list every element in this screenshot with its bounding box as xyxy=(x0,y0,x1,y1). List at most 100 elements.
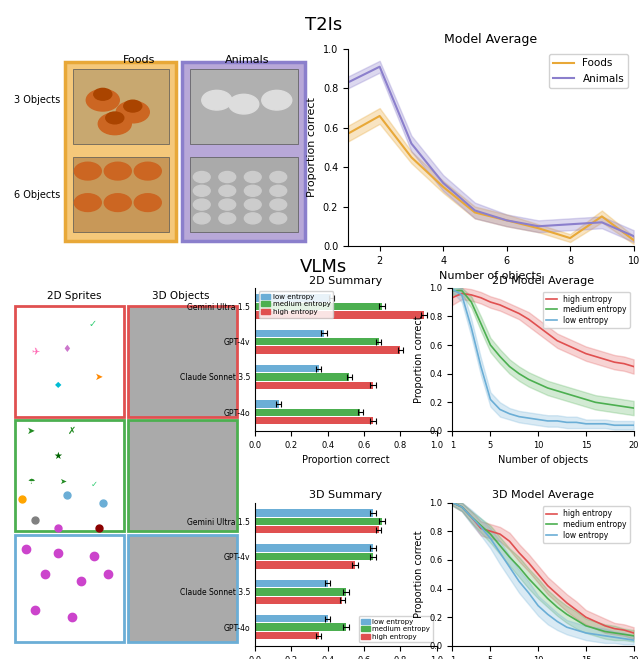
Legend: high entropy, medium entropy, low entropy: high entropy, medium entropy, low entrop… xyxy=(543,291,630,328)
medium entropy xyxy=(525,376,532,384)
medium entropy xyxy=(620,631,628,639)
Animals xyxy=(566,220,574,228)
X-axis label: Number of objects: Number of objects xyxy=(440,272,542,281)
low entropy xyxy=(525,414,532,422)
medium entropy xyxy=(554,603,561,611)
medium entropy xyxy=(496,542,504,550)
Circle shape xyxy=(244,185,261,196)
high entropy xyxy=(467,291,475,299)
Y-axis label: Proportion correct: Proportion correct xyxy=(307,98,317,198)
low entropy xyxy=(620,635,628,643)
medium entropy xyxy=(591,625,599,633)
Bar xyxy=(255,561,355,569)
Bar xyxy=(255,302,382,310)
FancyBboxPatch shape xyxy=(65,62,176,241)
Circle shape xyxy=(134,162,161,180)
low entropy xyxy=(620,421,628,429)
medium entropy xyxy=(544,594,552,602)
Foods xyxy=(503,216,511,224)
high entropy xyxy=(534,322,542,330)
Circle shape xyxy=(106,112,124,124)
high entropy xyxy=(611,358,618,366)
low entropy xyxy=(563,623,571,631)
high entropy xyxy=(486,527,494,535)
Bar xyxy=(190,158,298,232)
Circle shape xyxy=(202,90,232,110)
Legend: low entropy, medium entropy, high entropy: low entropy, medium entropy, high entrop… xyxy=(358,616,433,643)
Circle shape xyxy=(74,194,101,212)
Bar xyxy=(255,294,332,302)
Animals xyxy=(503,216,511,224)
Legend: Foods, Animals: Foods, Animals xyxy=(549,54,628,88)
medium entropy xyxy=(544,384,552,392)
Text: ✗: ✗ xyxy=(68,426,76,436)
Animals xyxy=(376,63,383,71)
high entropy xyxy=(611,625,618,633)
high entropy xyxy=(630,629,637,637)
medium entropy xyxy=(582,622,589,630)
medium entropy xyxy=(506,362,513,370)
high entropy xyxy=(591,617,599,625)
medium entropy xyxy=(534,380,542,387)
low entropy xyxy=(506,410,513,418)
medium entropy xyxy=(515,563,523,571)
Bar xyxy=(255,417,373,424)
Line: Animals: Animals xyxy=(348,67,634,236)
medium entropy xyxy=(506,553,513,561)
medium entropy xyxy=(477,320,484,328)
medium entropy xyxy=(611,401,618,409)
low entropy xyxy=(591,631,599,639)
Circle shape xyxy=(244,213,261,224)
Text: ✈: ✈ xyxy=(31,347,40,357)
Legend: high entropy, medium entropy, low entropy: high entropy, medium entropy, low entrop… xyxy=(543,506,630,542)
Circle shape xyxy=(228,94,259,114)
medium entropy xyxy=(582,395,589,403)
medium entropy xyxy=(573,393,580,401)
low entropy xyxy=(534,602,542,610)
low entropy xyxy=(449,285,456,293)
Line: low entropy: low entropy xyxy=(452,503,634,640)
Circle shape xyxy=(116,101,149,123)
Foods xyxy=(471,208,479,216)
Text: ➤: ➤ xyxy=(59,476,66,486)
Animals xyxy=(471,206,479,214)
Foods xyxy=(344,130,352,138)
Text: ➤: ➤ xyxy=(27,426,35,436)
low entropy xyxy=(582,420,589,428)
medium entropy xyxy=(534,585,542,592)
medium entropy xyxy=(591,398,599,406)
Bar xyxy=(255,526,378,534)
high entropy xyxy=(591,353,599,360)
Bar xyxy=(255,580,328,587)
medium entropy xyxy=(477,521,484,529)
low entropy xyxy=(582,629,589,637)
high entropy xyxy=(620,360,628,368)
Circle shape xyxy=(134,194,161,212)
high entropy xyxy=(458,503,466,511)
Circle shape xyxy=(219,199,236,210)
medium entropy xyxy=(486,341,494,349)
Text: 2D Sprites: 2D Sprites xyxy=(47,291,101,301)
medium entropy xyxy=(496,353,504,360)
Y-axis label: Proportion correct: Proportion correct xyxy=(413,316,424,403)
Bar xyxy=(255,596,342,604)
Bar xyxy=(73,69,169,144)
high entropy xyxy=(573,606,580,614)
Line: low entropy: low entropy xyxy=(452,289,634,425)
low entropy xyxy=(534,416,542,424)
medium entropy xyxy=(486,530,494,538)
low entropy xyxy=(506,563,513,571)
low entropy xyxy=(496,405,504,413)
low entropy xyxy=(486,534,494,542)
high entropy xyxy=(582,614,589,621)
Circle shape xyxy=(244,171,261,183)
Circle shape xyxy=(193,213,210,224)
Bar xyxy=(255,517,382,525)
low entropy xyxy=(515,577,523,585)
Line: medium entropy: medium entropy xyxy=(452,291,634,408)
high entropy xyxy=(573,345,580,353)
Bar xyxy=(255,347,400,354)
medium entropy xyxy=(458,287,466,295)
Foods xyxy=(376,112,383,120)
Title: 3D Summary: 3D Summary xyxy=(309,490,383,500)
